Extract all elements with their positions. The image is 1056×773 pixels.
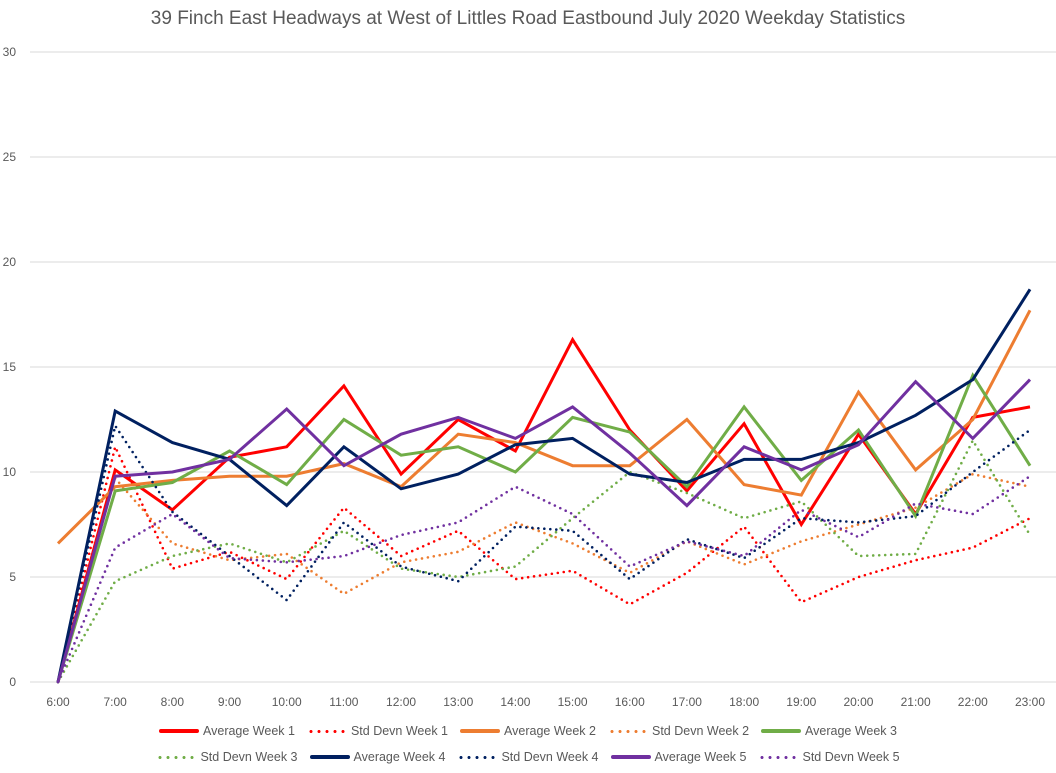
x-tick-label: 16:00 xyxy=(615,695,645,709)
legend-item: Std Devn Week 4 xyxy=(457,750,599,764)
solid-line-swatch-icon xyxy=(159,729,199,733)
legend-label: Average Week 4 xyxy=(353,750,446,764)
x-tick-label: 22:00 xyxy=(958,695,988,709)
series-line-std-devn-week-5 xyxy=(56,474,1032,684)
legend-item: Average Week 3 xyxy=(761,724,897,738)
x-tick-label: 15:00 xyxy=(558,695,588,709)
chart-title: 39 Finch East Headways at West of Little… xyxy=(150,8,906,29)
legend-label: Std Devn Week 5 xyxy=(802,750,900,764)
legend-label: Average Week 5 xyxy=(654,750,747,764)
legend-item: Std Devn Week 5 xyxy=(758,750,900,764)
legend-item: Average Week 1 xyxy=(159,724,295,738)
dotted-line-swatch-icon xyxy=(156,755,197,759)
legend-label: Std Devn Week 3 xyxy=(200,750,298,764)
series-line-std-devn-week-1 xyxy=(56,442,1032,684)
legend-label: Std Devn Week 4 xyxy=(501,750,599,764)
y-tick-label: 20 xyxy=(3,255,17,269)
series-line-average-week-1 xyxy=(56,336,1031,683)
dotted-line-swatch-icon xyxy=(607,729,648,733)
y-tick-label: 10 xyxy=(3,465,17,479)
dotted-line-swatch-icon xyxy=(758,755,799,759)
y-tick-label: 15 xyxy=(3,360,17,374)
x-tick-label: 9:00 xyxy=(218,695,242,709)
y-tick-label: 30 xyxy=(3,45,17,59)
x-axis-ticks: 6:00 7:00 8:00 9:00 10:00 11:00 12:00 13:00 14:0… xyxy=(46,695,1045,709)
legend-label: Average Week 2 xyxy=(504,724,596,738)
legend-item: Average Week 5 xyxy=(610,750,747,764)
legend-item: Average Week 2 xyxy=(460,724,596,738)
dotted-line-swatch-icon xyxy=(457,755,498,759)
solid-line-swatch-icon xyxy=(610,755,651,759)
series-line-average-week-2 xyxy=(56,309,1032,545)
solid-line-swatch-icon xyxy=(309,755,350,759)
x-tick-label: 17:00 xyxy=(672,695,702,709)
x-tick-label: 18:00 xyxy=(729,695,759,709)
dotted-line-swatch-icon xyxy=(306,729,347,733)
y-tick-label: 5 xyxy=(9,570,16,584)
x-tick-label: 10:00 xyxy=(272,695,302,709)
series-line-std-devn-week-4 xyxy=(56,422,1032,684)
x-tick-label: 8:00 xyxy=(161,695,185,709)
x-tick-label: 11:00 xyxy=(329,695,358,709)
legend-row-1: Average Week 1 Std Devn Week 1 Average Wee… xyxy=(0,724,1056,738)
x-tick-label: 21:00 xyxy=(901,695,931,709)
x-tick-label: 20:00 xyxy=(843,695,873,709)
series-line-average-week-4 xyxy=(56,288,1032,683)
solid-line-swatch-icon xyxy=(761,729,802,733)
legend-item: Std Devn Week 1 xyxy=(306,724,449,738)
legend-label: Average Week 3 xyxy=(805,724,897,738)
x-tick-label: 19:00 xyxy=(786,695,816,709)
y-tick-label: 0 xyxy=(9,675,16,689)
x-tick-label: 13:00 xyxy=(443,695,473,709)
gridlines xyxy=(30,51,1056,683)
series-line-std-devn-week-2 xyxy=(113,472,1032,596)
legend-label: Std Devn Week 1 xyxy=(350,724,449,738)
x-tick-label: 12:00 xyxy=(386,695,416,709)
x-tick-label: 6:00 xyxy=(46,695,70,709)
x-tick-label: 23:00 xyxy=(1015,695,1045,709)
y-axis-ticks: 0 5 10 15 20 25 30 xyxy=(3,45,17,689)
legend-item: Std Devn Week 2 xyxy=(607,724,750,738)
series-lines xyxy=(56,288,1032,684)
series-line-average-week-5 xyxy=(56,378,1032,683)
solid-line-swatch-icon xyxy=(460,729,501,733)
legend-item: Average Week 4 xyxy=(309,750,446,764)
legend-item: Std Devn Week 3 xyxy=(156,750,298,764)
x-tick-label: 14:00 xyxy=(500,695,530,709)
legend-row-2: Std Devn Week 3 Average Week 4 Std Devn We… xyxy=(0,750,1056,764)
legend-label: Std Devn Week 2 xyxy=(651,724,750,738)
series-line-std-devn-week-3 xyxy=(56,437,1032,684)
legend-label: Average Week 1 xyxy=(203,724,295,738)
y-tick-label: 25 xyxy=(3,150,17,164)
x-tick-label: 7:00 xyxy=(103,695,127,709)
